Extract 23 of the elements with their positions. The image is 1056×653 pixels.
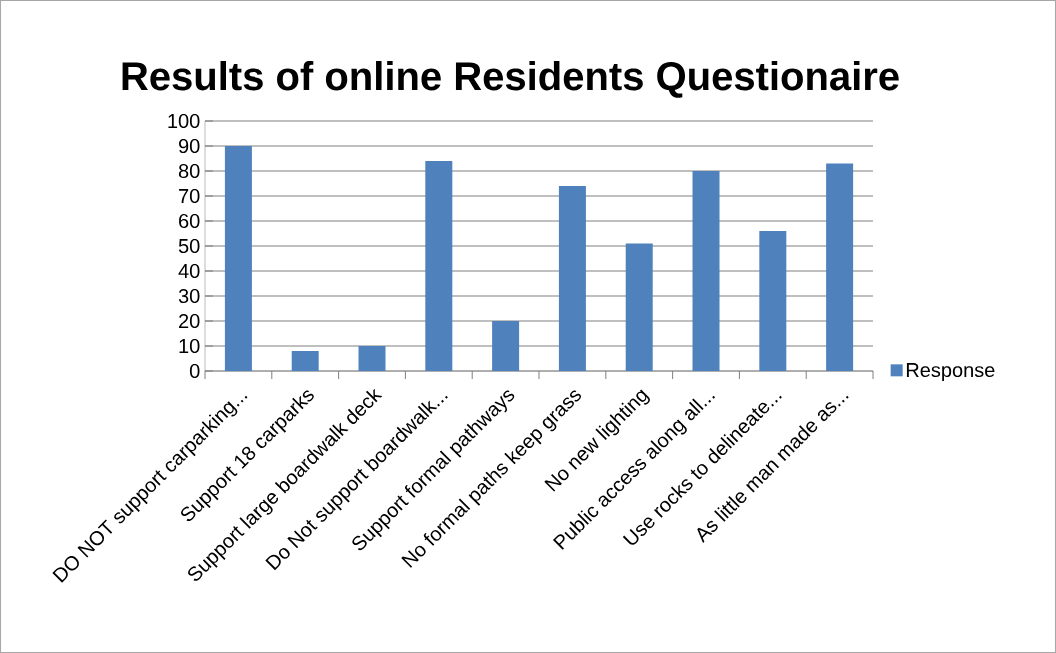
bar [425,161,453,371]
chart-title: Results of online Residents Questionaire [122,61,899,98]
y-tick-label: 60 [179,213,200,229]
y-tick-label: 30 [178,288,200,304]
y-tick-label: 100 [168,113,200,129]
bar [291,351,319,371]
y-tick-label: 10 [179,338,200,354]
bar [358,346,386,371]
bar [558,186,586,371]
bar [759,231,787,371]
y-tick-label: 80 [178,163,200,179]
y-tick-label: 90 [178,138,200,154]
legend-label: Response [906,363,995,382]
bar [826,163,854,371]
y-tick-label: 20 [179,313,200,329]
bar [224,146,252,371]
y-tick-label: 0 [189,363,200,379]
bar [492,321,520,371]
bar [625,243,653,371]
y-tick-label: 40 [178,263,200,279]
bar [692,171,720,371]
y-tick-label: 50 [178,238,200,254]
y-tick-label: 70 [179,188,200,204]
